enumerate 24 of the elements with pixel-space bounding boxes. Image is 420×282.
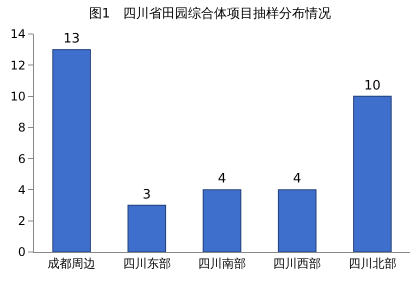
y-tick-label: 10 <box>10 89 26 104</box>
bar <box>52 49 91 252</box>
data-label: 10 <box>364 78 381 94</box>
y-tick-label: 0 <box>18 245 26 260</box>
y-tick-label: 12 <box>10 58 26 72</box>
y-tick-label: 8 <box>18 120 26 135</box>
y-tick-label: 4 <box>18 182 26 197</box>
data-label: 13 <box>63 32 80 47</box>
x-tick-label: 四川南部 <box>198 256 246 270</box>
data-label: 3 <box>142 187 151 202</box>
y-tick-label: 6 <box>18 152 26 166</box>
x-tick-label: 四川东部 <box>122 256 171 270</box>
y-tick-label: 14 <box>10 27 26 42</box>
bar <box>353 96 392 252</box>
bar <box>128 204 166 252</box>
y-tick-label: 2 <box>18 214 26 228</box>
bar <box>278 189 316 252</box>
chart-title: 图1 四川省田园综合体项目抽样分布情况 <box>88 6 332 22</box>
bar <box>202 189 242 252</box>
x-tick-label: 四川北部 <box>348 256 396 270</box>
data-label: 4 <box>293 172 302 187</box>
x-tick-label: 四川西部 <box>273 256 322 270</box>
data-label: 4 <box>218 172 226 187</box>
x-tick-label: 成都周边 <box>48 256 96 270</box>
